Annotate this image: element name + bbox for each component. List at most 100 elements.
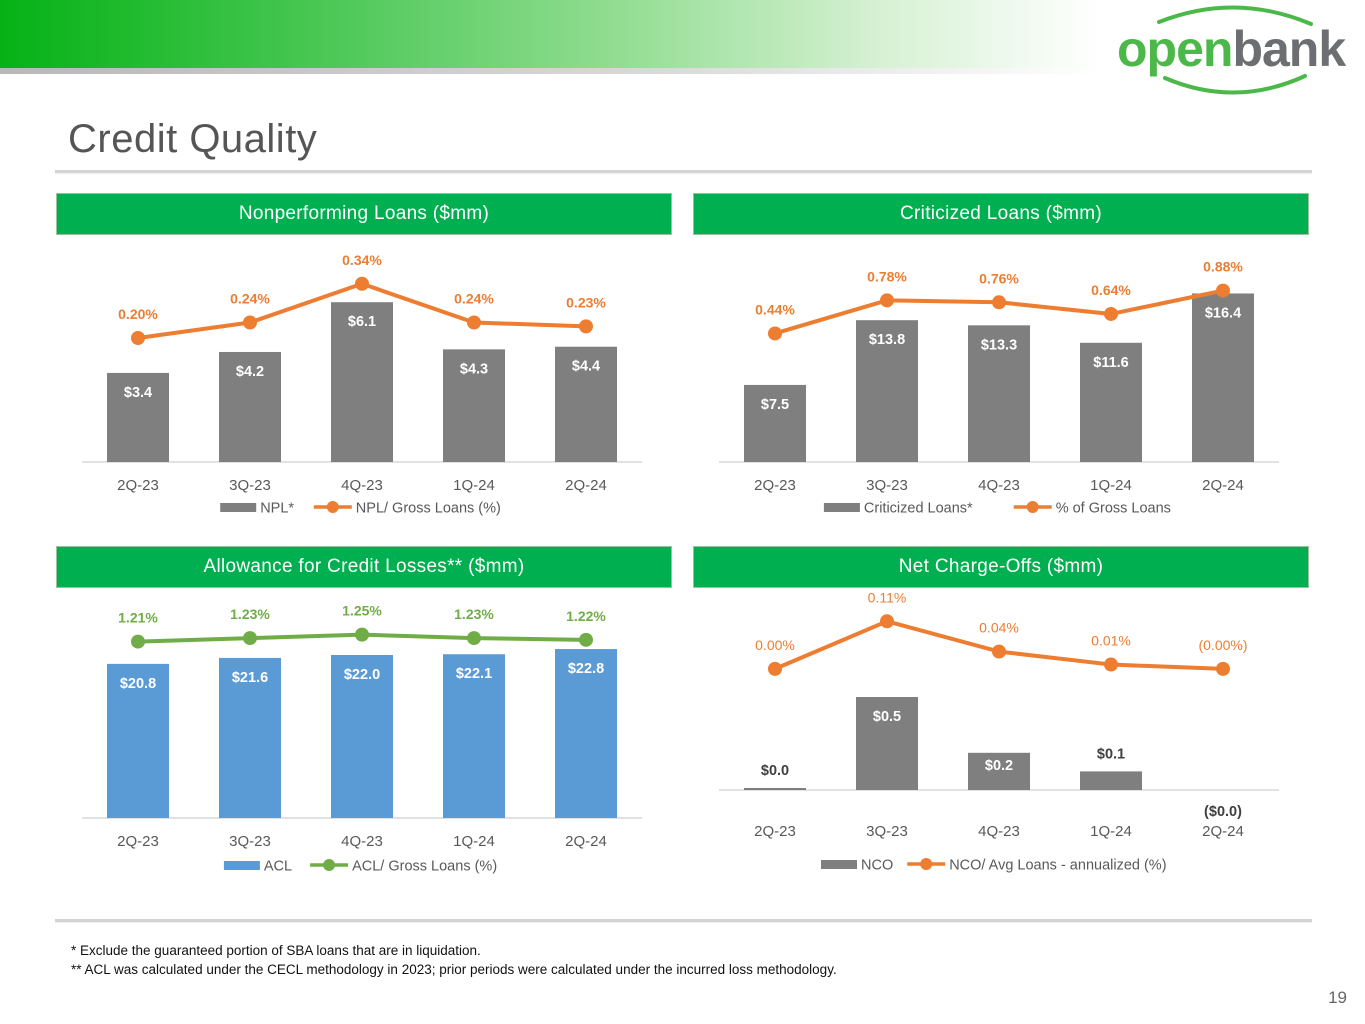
- header-gradient-bar: [0, 0, 1100, 68]
- legend-swatch-nco-bar: [821, 860, 857, 869]
- point-npl-1Q-24: [467, 315, 481, 330]
- legend-marker-nco-line: [920, 858, 933, 870]
- point-label-acl-3Q-23: 1.23%: [230, 606, 270, 622]
- point-acl-1Q-24: [467, 631, 481, 646]
- bar-npl-2Q-23: [107, 372, 169, 462]
- point-label-criticized-1Q-24: 0.64%: [1091, 282, 1131, 298]
- x-tick-label-2Q-24: 2Q-24: [565, 477, 607, 494]
- point-label-npl-2Q-24: 0.23%: [566, 294, 606, 310]
- point-npl-2Q-24: [579, 319, 593, 334]
- point-label-acl-2Q-24: 1.22%: [566, 608, 606, 624]
- point-criticized-2Q-24: [1216, 283, 1230, 298]
- x-tick-label-3Q-23: 3Q-23: [229, 477, 271, 494]
- x-tick-label-2Q-24: 2Q-24: [1202, 823, 1244, 840]
- openbank-logo: openbank: [1117, 5, 1347, 95]
- point-nco-1Q-24: [1104, 657, 1118, 672]
- x-tick-label-2Q-23: 2Q-23: [117, 477, 159, 494]
- page-number: 19: [1328, 988, 1347, 1007]
- point-criticized-3Q-23: [880, 293, 894, 308]
- npl-chart: $3.4 $4.2 $6.1 $4.3 $4.4 0.20% 0.24% 0.34% 0.24%…: [82, 252, 642, 517]
- legend-label-nco-line: NCO/ Avg Loans - annualized (%): [949, 858, 1166, 874]
- bar-label-npl-1Q-24: $4.3: [460, 361, 488, 377]
- bar-acl-4Q-23: [331, 654, 393, 818]
- bar-label-nco-1Q-24: $0.1: [1097, 746, 1125, 762]
- bar-criticized-4Q-23: [968, 325, 1030, 462]
- x-tick-label-4Q-23: 4Q-23: [978, 823, 1020, 840]
- bar-nco-4Q-23: [968, 752, 1030, 790]
- bar-label-acl-2Q-23: $20.8: [120, 676, 156, 692]
- legend-label-criticized-line: % of Gross Loans: [1056, 501, 1171, 517]
- footnotes: * Exclude the guaranteed portion of SBA …: [71, 941, 837, 979]
- bar-criticized-1Q-24: [1080, 342, 1142, 462]
- legend-label-nco-bar: NCO: [861, 858, 893, 874]
- legend-swatch-acl-bar: [223, 861, 260, 870]
- x-tick-label-4Q-23: 4Q-23: [341, 477, 383, 494]
- criticized-chart-title: Criticized Loans ($mm): [693, 193, 1309, 235]
- point-nco-3Q-23: [880, 614, 894, 629]
- bar-label-nco-2Q-23: $0.0: [761, 763, 789, 779]
- x-tick-label-1Q-24: 1Q-24: [1090, 823, 1132, 840]
- point-criticized-4Q-23: [992, 295, 1006, 310]
- legend-marker-criticized-line: [1026, 501, 1039, 513]
- bar-npl-2Q-24: [555, 346, 617, 462]
- footnote-acl: ** ACL was calculated under the CECL met…: [71, 962, 837, 977]
- nco-chart-title: Net Charge-Offs ($mm): [693, 546, 1309, 588]
- bar-npl-4Q-23: [331, 302, 393, 462]
- point-nco-4Q-23: [992, 644, 1006, 659]
- point-label-criticized-4Q-23: 0.76%: [979, 270, 1019, 286]
- x-tick-label-1Q-24: 1Q-24: [1090, 477, 1132, 494]
- point-acl-4Q-23: [355, 627, 369, 642]
- point-label-nco-1Q-24: 0.01%: [1091, 633, 1131, 649]
- footnote-npl: * Exclude the guaranteed portion of SBA …: [71, 943, 481, 958]
- bar-label-nco-3Q-23: $0.5: [873, 709, 901, 725]
- bar-label-criticized-2Q-23: $7.5: [761, 397, 789, 413]
- point-acl-2Q-23: [131, 634, 145, 649]
- bar-acl-2Q-24: [555, 649, 617, 818]
- x-tick-label-2Q-23: 2Q-23: [754, 823, 796, 840]
- bar-label-criticized-1Q-24: $11.6: [1093, 355, 1129, 371]
- point-npl-4Q-23: [355, 276, 369, 291]
- bar-label-nco-4Q-23: $0.2: [985, 758, 1013, 774]
- x-tick-label-2Q-24: 2Q-24: [565, 833, 607, 850]
- point-npl-2Q-23: [131, 331, 145, 345]
- point-label-nco-3Q-23: 0.11%: [868, 589, 907, 605]
- criticized-chart: $7.5 $13.8 $13.3 $11.6 $16.4 0.44% 0.78% 0.76% 0…: [719, 259, 1279, 517]
- point-label-nco-4Q-23: 0.04%: [979, 620, 1019, 636]
- point-criticized-1Q-24: [1104, 306, 1118, 321]
- bar-label-criticized-2Q-24: $16.4: [1205, 305, 1241, 321]
- page-title: Credit Quality: [68, 117, 318, 161]
- x-tick-label-2Q-23: 2Q-23: [117, 833, 159, 850]
- point-criticized-2Q-23: [768, 326, 782, 341]
- point-label-acl-2Q-23: 1.21%: [118, 610, 158, 626]
- point-label-criticized-2Q-24: 0.88%: [1203, 259, 1243, 275]
- bar-label-npl-2Q-24: $4.4: [572, 359, 600, 375]
- legend-label-npl-bar: NPL*: [260, 501, 294, 517]
- legend-marker-npl-line: [326, 501, 339, 513]
- bar-label-acl-1Q-24: $22.1: [456, 666, 492, 682]
- header-shadow-line: [0, 68, 1100, 74]
- bar-npl-3Q-23: [219, 351, 281, 462]
- bar-criticized-2Q-23: [744, 384, 806, 462]
- legend-marker-acl-line: [323, 859, 336, 871]
- point-nco-2Q-24: [1216, 661, 1230, 676]
- bar-npl-1Q-24: [443, 349, 505, 462]
- x-tick-label-2Q-24: 2Q-24: [1202, 477, 1244, 494]
- x-tick-label-1Q-24: 1Q-24: [453, 833, 495, 850]
- point-acl-2Q-24: [579, 632, 593, 647]
- bar-label-acl-2Q-24: $22.8: [568, 661, 604, 677]
- title-divider: [55, 170, 1312, 173]
- legend-label-acl-line: ACL/ Gross Loans (%): [352, 859, 497, 875]
- x-tick-label-3Q-23: 3Q-23: [866, 823, 908, 840]
- point-label-criticized-3Q-23: 0.78%: [867, 268, 907, 284]
- legend-swatch-npl-bar: [220, 503, 257, 512]
- bar-nco-3Q-23: [856, 697, 918, 790]
- legend-label-npl-line: NPL/ Gross Loans (%): [356, 501, 501, 517]
- legend-label-criticized-bar: Criticized Loans*: [864, 501, 973, 517]
- x-tick-label-3Q-23: 3Q-23: [229, 833, 271, 850]
- x-tick-label-3Q-23: 3Q-23: [866, 477, 908, 494]
- point-label-nco-2Q-24: (0.00%): [1198, 637, 1247, 653]
- nco-chart: $0.0 $0.5 $0.2 $0.1 ($0.0) 0.00% 0.11% 0.04% 0.0…: [719, 589, 1279, 874]
- bar-label-acl-3Q-23: $21.6: [232, 670, 268, 686]
- point-label-npl-2Q-23: 0.20%: [118, 306, 158, 322]
- acl-chart: $20.8 $21.6 $22.0 $22.1 $22.8 1.21% 1.23% 1.25%…: [82, 603, 642, 875]
